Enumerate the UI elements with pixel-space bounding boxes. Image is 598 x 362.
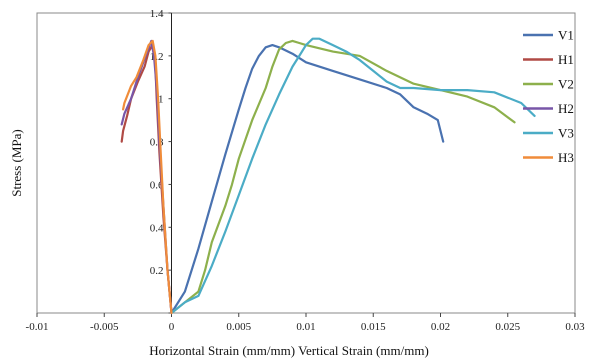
x-tick-label: 0.02 [431, 321, 450, 333]
x-tick-label: 0.005 [226, 321, 251, 333]
legend-label-v3: V3 [558, 126, 574, 141]
x-tick-label: -0.01 [26, 321, 49, 333]
x-tick-label: -0.005 [90, 321, 119, 333]
legend: V1 H1 V2 H2 V3 H3 [523, 28, 574, 165]
y-tick-label: 0.4 [150, 222, 164, 234]
y-axis-title: Stress (MPa) [9, 129, 24, 197]
series-line-v3 [170, 37, 536, 315]
y-tick-label: 1 [158, 94, 164, 106]
x-tick-label: 0.015 [361, 321, 386, 333]
legend-label-v1: V1 [558, 28, 574, 43]
x-tick-label: 0.03 [565, 321, 585, 333]
series-line-h3 [122, 39, 173, 315]
y-tick-label: 0.2 [150, 265, 164, 277]
x-tick-label: 0.01 [296, 321, 315, 333]
legend-label-h1: H1 [558, 52, 574, 67]
legend-label-h2: H2 [558, 101, 574, 116]
x-tick-label: 0.025 [495, 321, 520, 333]
y-tick-label: 0.8 [150, 137, 164, 149]
y-tick-label: 1.4 [150, 8, 164, 20]
series-layer [120, 37, 536, 315]
series-line-v2 [170, 39, 516, 315]
series-line-v1 [170, 44, 445, 315]
legend-label-h3: H3 [558, 150, 574, 165]
axes-layer: -0.01 -0.005 0 0.005 0.01 0.015 0.02 0.025 0.03 0… [26, 8, 586, 333]
legend-label-v2: V2 [558, 77, 574, 92]
x-tick-label: 0 [169, 321, 175, 333]
plot-area [36, 12, 576, 314]
x-axis-title: Horizontal Strain (mm/mm) Vertical Strai… [149, 343, 429, 358]
